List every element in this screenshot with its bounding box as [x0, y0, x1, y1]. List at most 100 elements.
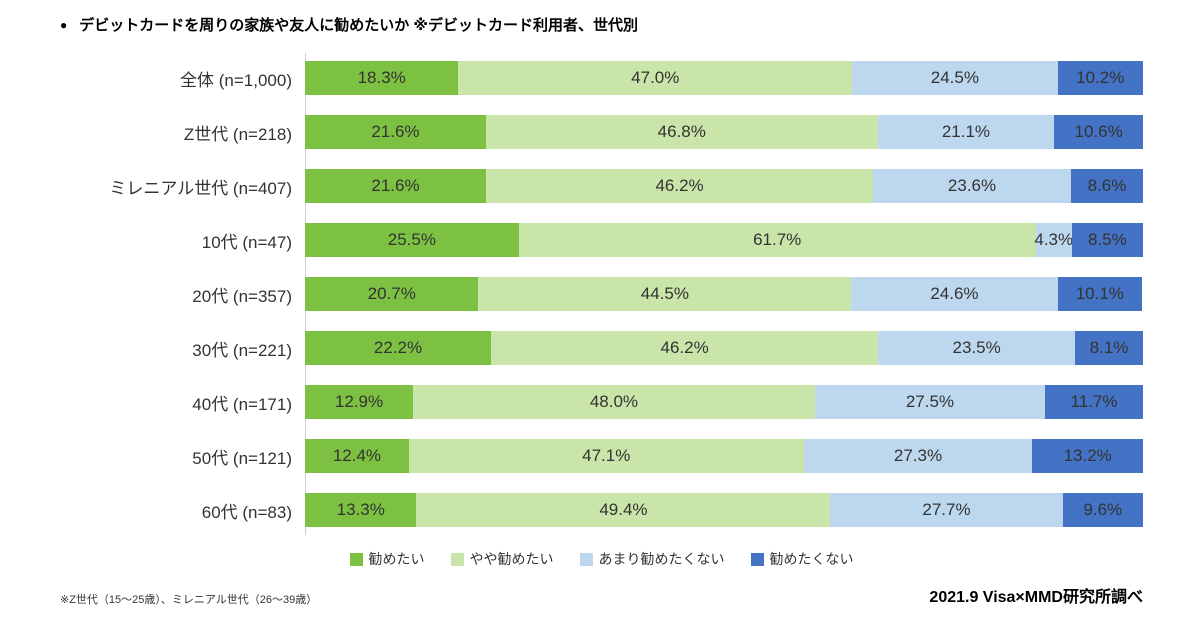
legend-item: 勧めたくない — [750, 549, 854, 569]
footnote: ※Z世代（15～25歳）、ミレニアル世代（26～39歳） — [60, 594, 318, 606]
bar-segment-4: 8.1% — [1075, 331, 1143, 365]
segment-value-label: 11.7% — [1070, 392, 1118, 411]
segment-value-label: 13.2% — [1063, 446, 1112, 465]
stacked-bar-chart: 全体 (n=1,000) 18.3% 47.0% 24.5% 10.2% Z世代 (n=2… — [60, 51, 1143, 537]
legend-swatch-icon — [349, 552, 363, 566]
segment-value-label: 48.0% — [589, 392, 639, 411]
segment-value-label: 12.9% — [334, 392, 384, 411]
stacked-bar: 12.4% 47.1% 27.3% 13.2% — [305, 439, 1143, 473]
bar-segment-1: 18.3% — [305, 61, 459, 95]
stacked-bar: 18.3% 47.0% 24.5% 10.2% — [305, 61, 1143, 95]
stacked-bar: 25.5% 61.7% 4.3% 8.5% — [305, 223, 1143, 257]
segment-value-label: 18.3% — [357, 68, 406, 87]
segment-value-label: 23.6% — [947, 176, 997, 195]
chart-row: 30代 (n=221) 22.2% 46.2% 23.5% 8.1% — [60, 321, 1143, 375]
legend-swatch-icon — [750, 552, 764, 566]
legend-label: 勧めたい — [368, 551, 425, 567]
bullet-icon: ● — [60, 17, 68, 32]
category-label: 40代 (n=171) — [192, 394, 292, 414]
segment-value-label: 46.2% — [655, 176, 704, 195]
bar-segment-3: 27.7% — [830, 493, 1063, 527]
segment-value-label: 4.3% — [1034, 230, 1074, 249]
segment-value-label: 13.3% — [336, 500, 385, 519]
bar-segment-2: 46.2% — [491, 331, 879, 365]
chart-row: 40代 (n=171) 12.9% 48.0% 27.5% 11.7% — [60, 375, 1143, 429]
category-label: 10代 (n=47) — [201, 232, 292, 252]
segment-value-label: 47.1% — [582, 446, 631, 465]
chart-row: 全体 (n=1,000) 18.3% 47.0% 24.5% 10.2% — [60, 51, 1143, 105]
category-label: 60代 (n=83) — [201, 502, 292, 522]
chart-row: 20代 (n=357) 20.7% 44.5% 24.6% 10.1% — [60, 267, 1143, 321]
bar-segment-2: 46.8% — [485, 115, 878, 149]
category-label: Z世代 (n=218) — [183, 124, 292, 144]
legend-label: 勧めたくない — [769, 551, 854, 567]
bar-segment-2: 47.0% — [458, 61, 853, 95]
segment-value-label: 27.5% — [905, 392, 955, 411]
segment-value-label: 8.1% — [1089, 338, 1129, 357]
bar-segment-2: 61.7% — [518, 223, 1036, 257]
source-credit: 2021.9 Visa×MMD研究所調べ — [929, 589, 1143, 606]
chart-title: デビットカードを周りの家族や友人に勧めたいか ※デビットカード利用者、世代別 — [79, 17, 639, 34]
bar-segment-4: 13.2% — [1032, 439, 1143, 473]
bar-segment-3: 4.3% — [1034, 223, 1074, 257]
bar-segment-3: 27.3% — [803, 439, 1033, 473]
stacked-bar: 20.7% 44.5% 24.6% 10.1% — [305, 277, 1143, 311]
bar-segment-3: 24.6% — [851, 277, 1058, 311]
bar-segment-1: 12.4% — [305, 439, 409, 473]
segment-value-label: 21.1% — [941, 122, 991, 141]
bar-segment-3: 21.1% — [877, 115, 1055, 149]
bar-segment-2: 47.1% — [408, 439, 804, 473]
legend-swatch-icon — [579, 552, 593, 566]
bar-segment-3: 23.6% — [873, 169, 1071, 203]
stacked-bar: 22.2% 46.2% 23.5% 8.1% — [305, 331, 1143, 365]
legend-item: 勧めたい — [349, 549, 425, 569]
stacked-bar: 13.3% 49.4% 27.7% 9.6% — [305, 493, 1143, 527]
segment-value-label: 46.8% — [657, 122, 706, 141]
segment-value-label: 24.5% — [930, 68, 979, 87]
segment-value-label: 22.2% — [373, 338, 423, 357]
bar-segment-1: 12.9% — [305, 385, 413, 419]
chart-legend: 勧めたい やや勧めたい あまり勧めたくない 勧めたくない — [60, 549, 1143, 569]
segment-value-label: 8.6% — [1087, 176, 1127, 195]
bar-segment-3: 23.5% — [878, 331, 1076, 365]
bar-segment-4: 11.7% — [1045, 385, 1143, 419]
category-label: 全体 (n=1,000) — [180, 70, 292, 90]
bar-segment-4: 10.2% — [1057, 61, 1143, 95]
chart-row: 50代 (n=121) 12.4% 47.1% 27.3% 13.2% — [60, 429, 1143, 483]
bar-segment-1: 20.7% — [305, 277, 479, 311]
segment-value-label: 10.1% — [1075, 284, 1124, 303]
bar-segment-4: 8.5% — [1071, 223, 1143, 257]
bar-segment-1: 13.3% — [305, 493, 417, 527]
stacked-bar: 21.6% 46.8% 21.1% 10.6% — [305, 115, 1143, 149]
legend-label: あまり勧めたくない — [598, 551, 725, 567]
bar-segment-3: 24.5% — [852, 61, 1058, 95]
bar-segment-4: 10.1% — [1057, 277, 1143, 311]
chart-footer: ※Z世代（15～25歳）、ミレニアル世代（26～39歳） 2021.9 Visa… — [60, 583, 1143, 607]
chart-row: 60代 (n=83) 13.3% 49.4% 27.7% 9.6% — [60, 483, 1143, 537]
segment-value-label: 24.6% — [930, 284, 979, 303]
segment-value-label: 27.3% — [893, 446, 943, 465]
bar-segment-1: 22.2% — [305, 331, 492, 365]
category-label: 20代 (n=357) — [192, 286, 292, 306]
bar-segment-2: 48.0% — [412, 385, 815, 419]
bar-segment-1: 25.5% — [305, 223, 519, 257]
bar-segment-4: 9.6% — [1062, 493, 1143, 527]
segment-value-label: 20.7% — [367, 284, 416, 303]
chart-row: 10代 (n=47) 25.5% 61.7% 4.3% 8.5% — [60, 213, 1143, 267]
chart-title-row: ● デビットカードを周りの家族や友人に勧めたいか ※デビットカード利用者、世代別 — [60, 14, 1143, 35]
bar-segment-1: 21.6% — [305, 115, 486, 149]
category-label: 50代 (n=121) — [192, 448, 292, 468]
category-label: 30代 (n=221) — [192, 340, 292, 360]
segment-value-label: 10.6% — [1074, 122, 1123, 141]
category-label: ミレニアル世代 (n=407) — [109, 178, 292, 198]
segment-value-label: 9.6% — [1083, 500, 1123, 519]
segment-value-label: 44.5% — [640, 284, 689, 303]
legend-swatch-icon — [450, 552, 464, 566]
legend-label: やや勧めたい — [469, 551, 554, 567]
segment-value-label: 25.5% — [387, 230, 436, 249]
chart-row: ミレニアル世代 (n=407) 21.6% 46.2% 23.6% 8.6% — [60, 159, 1143, 213]
legend-item: あまり勧めたくない — [579, 549, 725, 569]
chart-row: Z世代 (n=218) 21.6% 46.8% 21.1% 10.6% — [60, 105, 1143, 159]
stacked-bar: 21.6% 46.2% 23.6% 8.6% — [305, 169, 1143, 203]
